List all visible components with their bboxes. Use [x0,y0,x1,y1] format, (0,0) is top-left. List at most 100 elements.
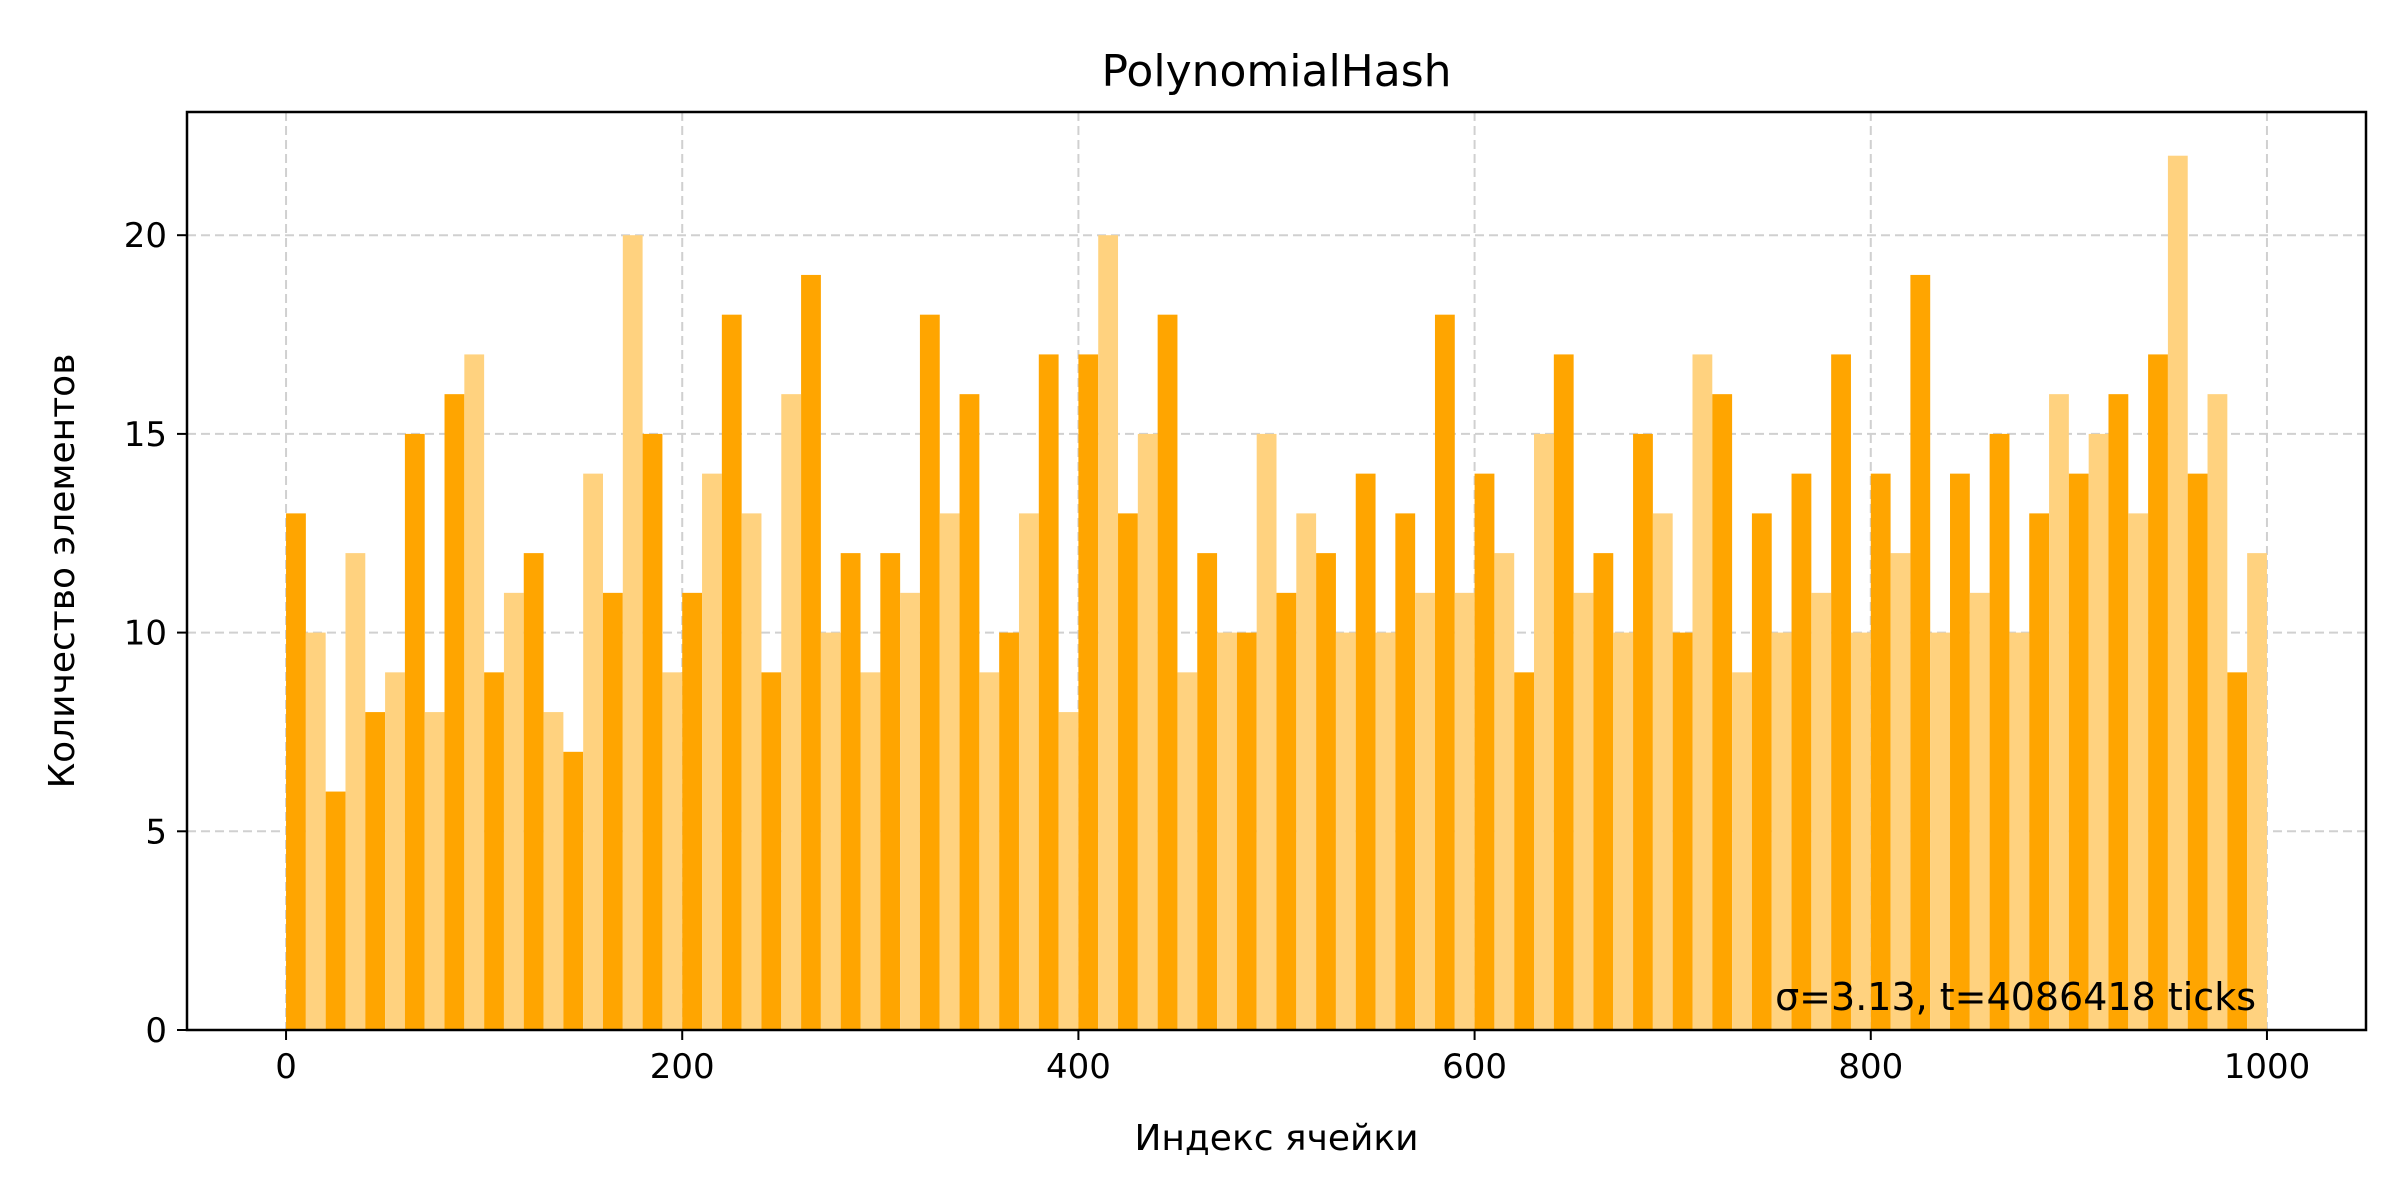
bar [1930,632,1951,1030]
y-tick-label: 5 [145,812,167,852]
bar [622,235,643,1030]
bar [840,553,861,1030]
bar [484,672,504,1030]
bar [1078,354,1099,1030]
x-axis-ticks: 0 200 400 600 800 1000 [275,1030,2310,1087]
x-tick-label: 1000 [2224,1047,2311,1087]
bar [919,314,940,1031]
bar [880,553,901,1030]
bar [1573,592,1594,1030]
y-axis-ticks: 0 5 10 15 20 [124,216,187,1051]
bar [1375,632,1396,1030]
bar [781,394,802,1030]
bar [424,712,445,1030]
bar [1395,513,1416,1030]
bar [939,513,960,1030]
bar [523,553,544,1030]
bar [286,513,306,1030]
x-axis-label: Индекс ячейки [1134,1118,1418,1159]
bar [1751,513,1772,1030]
bar [1276,592,1297,1030]
bar [1474,473,1495,1030]
y-tick-label: 15 [124,415,167,455]
bar [1177,672,1198,1030]
bar [563,751,584,1030]
bar [1098,235,1119,1030]
bar [1018,513,1039,1030]
bar [1494,553,1515,1030]
bar [2207,394,2228,1030]
stats-annotation: σ=3.13, t=4086418 ticks [1775,975,2256,1019]
y-tick-label: 10 [124,614,167,654]
bar [1217,632,1237,1030]
bar [741,513,762,1030]
bar [1989,433,2010,1030]
bar [2088,433,2109,1030]
bar [1850,632,1871,1030]
bar [1692,354,1713,1030]
bar [1038,354,1059,1030]
bar [1157,314,1178,1031]
bar [2049,394,2069,1030]
bar [682,592,703,1030]
bar [642,433,663,1030]
bar [2148,354,2168,1030]
y-tick-label: 0 [145,1011,167,1051]
bar [1593,553,1614,1030]
bar [464,354,485,1030]
bar [1454,592,1475,1030]
bar [2247,553,2267,1030]
bar [979,672,1000,1030]
bar [2187,473,2208,1030]
bar [801,274,821,1030]
bar [325,791,346,1030]
bar [1118,513,1138,1030]
bar [305,632,326,1030]
bar [1514,672,1535,1030]
bar [662,672,683,1030]
plot-frame [185,110,2368,1032]
bar [1672,632,1693,1030]
bar [385,672,405,1030]
bar [1296,513,1317,1030]
bar [2167,155,2188,1030]
x-tick-label: 800 [1838,1047,1903,1087]
bar [503,592,524,1030]
bar [900,592,920,1030]
bar [2029,513,2050,1030]
bar [1613,632,1634,1030]
bar [2108,394,2129,1030]
bar [1732,672,1752,1030]
bar [1534,433,1554,1030]
bar [1197,553,1218,1030]
bar [860,672,881,1030]
y-axis-label: Количество элементов [42,354,83,789]
bar [583,473,603,1030]
bar [404,433,425,1030]
bar [1633,433,1653,1030]
bar [1434,314,1455,1031]
bar [2227,672,2248,1030]
bar [1969,592,1990,1030]
bar [1335,632,1356,1030]
bar [1910,274,1931,1030]
bar [444,394,465,1030]
bar [1831,354,1851,1030]
x-tick-label: 0 [275,1047,297,1087]
bar [1355,473,1376,1030]
bar [702,473,722,1030]
bar [1256,433,1277,1030]
bars [286,155,2267,1031]
bar [761,672,782,1030]
bar [1811,592,1832,1030]
x-tick-label: 400 [1046,1047,1111,1087]
y-tick-label: 20 [124,216,167,256]
bar [365,712,386,1030]
bar [1058,712,1079,1030]
bar [1791,473,1812,1030]
x-tick-label: 200 [650,1047,715,1087]
chart-title: PolynomialHash [1101,46,1451,97]
bar [1950,473,1970,1030]
bar [602,592,623,1030]
